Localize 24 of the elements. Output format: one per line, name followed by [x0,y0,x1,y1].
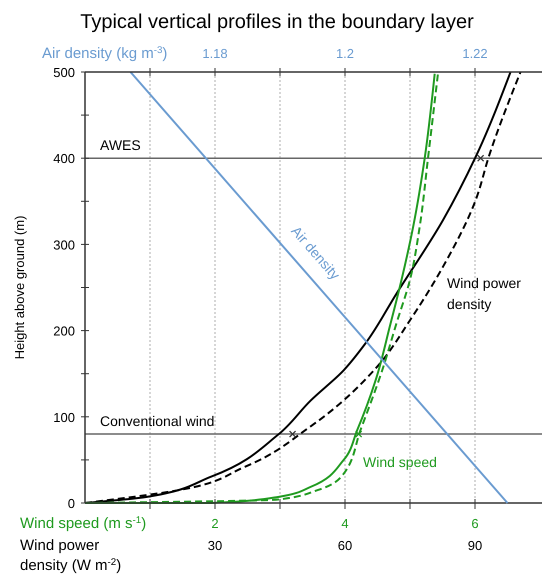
x2-tick-label: 30 [208,538,222,553]
chart-title: Typical vertical profiles in the boundary layer [80,11,474,33]
y-tick-label: 0 [68,496,75,511]
y-tick-label: 400 [53,151,75,166]
ref-line-label: Conventional wind [100,413,214,430]
y-tick-label: 200 [53,324,75,339]
x2-tick-label: 60 [338,538,352,553]
x-tick-label: 4 [341,516,349,531]
x-axis-title: Wind speed (m s$^{-1}$) [20,514,146,532]
y-tick-label: 100 [53,410,75,425]
x-axis-title: Air density (kg m$^{-3}$) [42,44,168,62]
x2-axis-title: Wind power density (W m$^{-2}$) [20,537,122,574]
y-axis-title: Height above ground (m) [12,216,27,360]
x-tick-label: 1.2 [336,46,354,61]
x2-tick-label: 90 [468,538,482,553]
x-tick-label: 1.22 [462,46,488,61]
ref-line-label: AWES [100,137,141,154]
y-tick-label: 300 [53,237,75,252]
x-tick-label: 1.18 [202,46,228,61]
x-tick-label: 2 [211,516,219,531]
series-label: Wind speed [363,454,437,470]
text: Wind power density [447,275,522,312]
x-tick-label: 6 [471,516,479,531]
y-tick-label: 500 [53,65,75,80]
